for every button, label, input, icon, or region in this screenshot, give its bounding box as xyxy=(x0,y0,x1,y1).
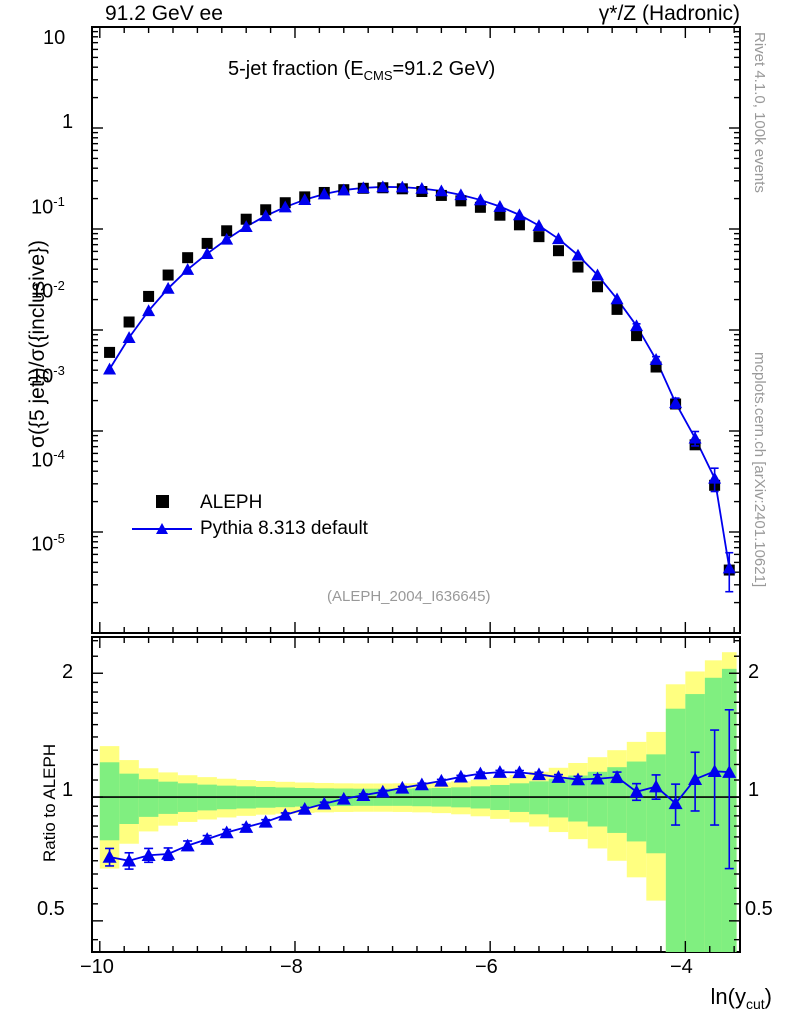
ratio-ytick-label-right-1: 1 xyxy=(748,779,760,801)
ytick-label-1e1: 10 xyxy=(43,27,66,49)
ratio-ytick-label-1: 1 xyxy=(62,779,74,801)
xtick-label--8: −8 xyxy=(280,956,303,978)
main-plot-title: 5-jet fraction (ECMS=91.2 GeV) xyxy=(228,58,495,83)
main-series-group xyxy=(103,180,736,593)
main-axis-ticks xyxy=(92,26,740,634)
main-title-head: 5-jet fraction (E xyxy=(228,58,364,80)
xtick-label--10: −10 xyxy=(80,956,114,978)
ytick-label-1e-1: 10-1 xyxy=(31,194,65,219)
legend-label-aleph: ALEPH xyxy=(200,492,263,513)
ytick-label-1e-2: 10-2 xyxy=(31,278,65,303)
ratio-uncertainty-bands xyxy=(92,652,740,952)
ytick-label-1e-4: 10-4 xyxy=(31,447,65,472)
ratio-y-axis-label: Ratio to ALEPH xyxy=(40,743,59,862)
legend-triangle-line-marker xyxy=(132,521,192,537)
ratio-frame xyxy=(91,636,741,953)
main-title-subscript: CMS xyxy=(363,68,393,83)
xtick-label--4: −4 xyxy=(670,956,693,978)
legend-square-marker xyxy=(132,492,192,514)
header-left-beam-label: 91.2 GeV ee xyxy=(105,2,223,25)
ratio-axis-ticks xyxy=(92,637,740,952)
ratio-ytick-label-0p5: 0.5 xyxy=(37,898,65,920)
ytick-label-1e-5: 10-5 xyxy=(31,531,65,556)
x-axis-label-head: ln(y xyxy=(710,984,746,1009)
ratio-ytick-label-right-2: 2 xyxy=(748,661,760,683)
analysis-id-watermark: (ALEPH_2004_I636645) xyxy=(327,588,491,605)
xtick-label--6: −6 xyxy=(475,956,498,978)
main-title-tail: =91.2 GeV) xyxy=(392,58,496,80)
legend-entry-aleph[interactable]: ALEPH xyxy=(132,490,368,516)
header-right-process-label: γ*/Z (Hadronic) xyxy=(598,2,740,25)
legend: ALEPH Pythia 8.313 default xyxy=(132,490,368,542)
ratio-ytick-label-2: 2 xyxy=(62,661,74,683)
x-axis-label-subscript: cut xyxy=(745,996,765,1012)
ytick-label-1e0: 1 xyxy=(62,111,74,133)
ytick-label-1e-3: 10-3 xyxy=(31,363,65,388)
x-axis-label-tail: ) xyxy=(764,984,772,1009)
main-frame xyxy=(91,26,741,634)
main-y-axis-label: σ({5 jet})/σ({inclusive}) xyxy=(26,239,49,448)
x-axis-label: ln(ycut) xyxy=(711,984,772,1012)
legend-label-pythia: Pythia 8.313 default xyxy=(200,518,368,539)
ratio-series-group xyxy=(102,708,737,870)
legend-entry-pythia[interactable]: Pythia 8.313 default xyxy=(132,516,368,542)
ratio-ytick-label-right-0p5: 0.5 xyxy=(745,898,773,920)
